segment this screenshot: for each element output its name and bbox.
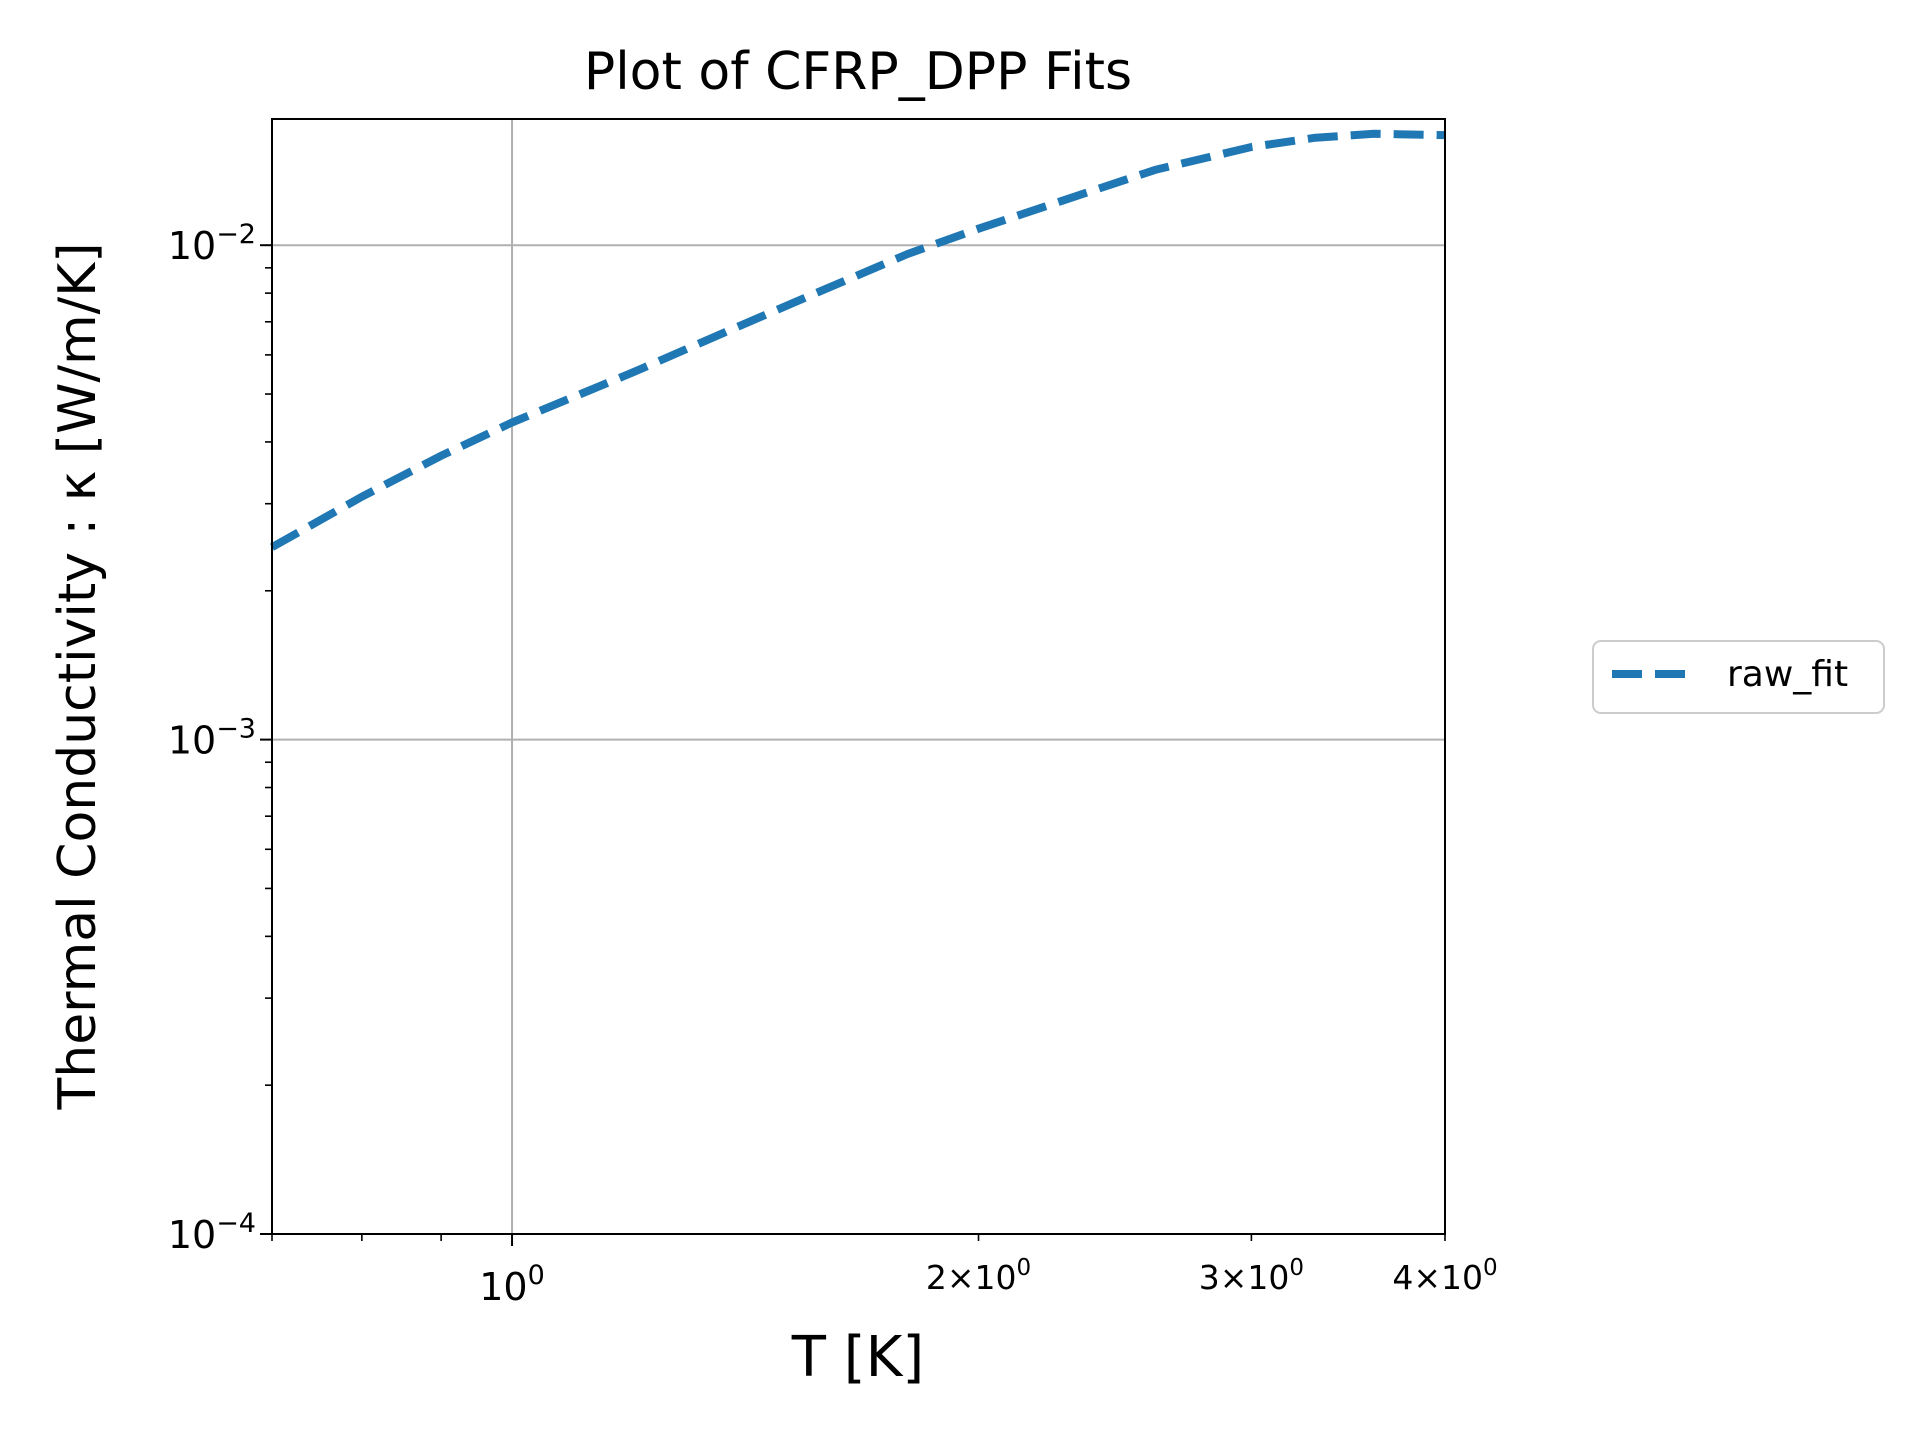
x-axis-label: T [K] [791,1325,924,1390]
x-tick-label-2: 3×100 [1199,1255,1304,1297]
major-ticks [260,244,514,1246]
legend-label-raw-fit: raw_fit [1727,654,1848,695]
y-tick-label-1: 10−3 [168,714,256,763]
plot-frame [271,118,1446,1235]
legend: raw_fit [1592,640,1885,714]
grid [272,119,1445,1234]
x-tick-label-0: 100 [479,1260,545,1309]
y-axis-label: Thermal Conductivity : κ [W/m/K] [48,242,108,1110]
minor-ticks [265,267,1446,1241]
legend-box [1592,640,1885,714]
y-tick-label-0: 10−2 [168,219,256,268]
x-tick-label-3: 4×100 [1392,1255,1497,1297]
chart-title: Plot of CFRP_DPP Fits [584,42,1132,102]
x-tick-label-1: 2×100 [926,1255,1031,1297]
series-line-raw-fit [270,129,1446,551]
series-layer [270,129,1446,551]
